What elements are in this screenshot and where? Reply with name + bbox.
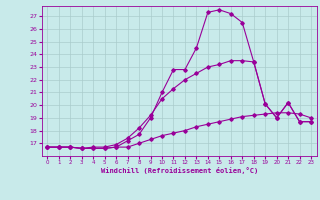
X-axis label: Windchill (Refroidissement éolien,°C): Windchill (Refroidissement éolien,°C) xyxy=(100,167,258,174)
